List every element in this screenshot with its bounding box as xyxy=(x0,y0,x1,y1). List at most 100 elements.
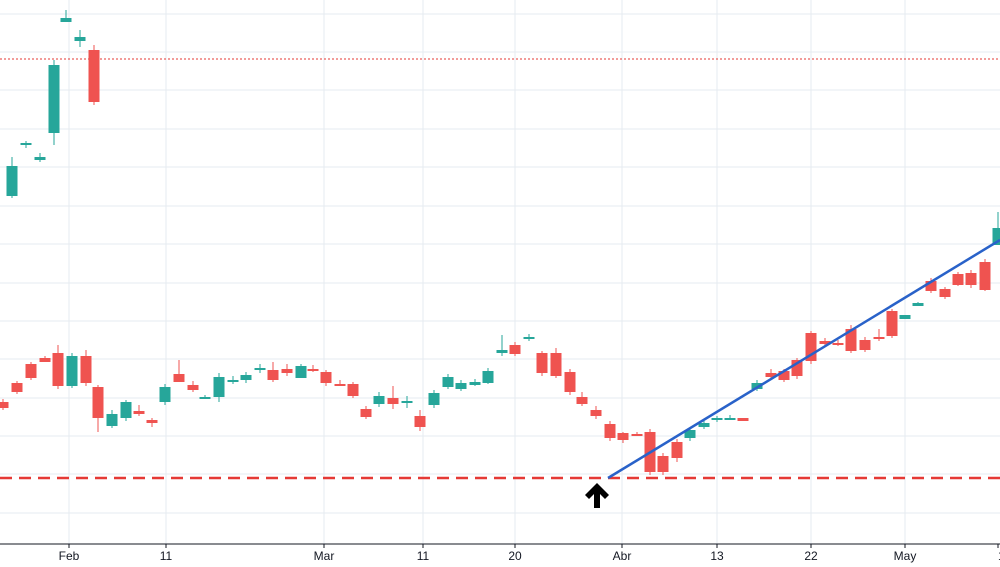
candle[interactable] xyxy=(455,380,467,391)
candle[interactable] xyxy=(912,302,924,306)
candle[interactable] xyxy=(199,395,211,399)
candle[interactable] xyxy=(832,340,844,346)
candle[interactable] xyxy=(536,351,548,376)
candle-body xyxy=(737,418,749,421)
candle[interactable] xyxy=(428,390,440,408)
candle-body xyxy=(899,315,911,319)
candle[interactable] xyxy=(80,350,92,386)
candle[interactable] xyxy=(631,432,643,436)
candle[interactable] xyxy=(401,396,413,408)
candle-body xyxy=(307,369,319,371)
candle[interactable] xyxy=(442,374,454,389)
candle[interactable] xyxy=(617,432,629,443)
candle[interactable] xyxy=(267,362,279,382)
candle[interactable] xyxy=(240,372,252,383)
candle[interactable] xyxy=(979,259,991,291)
candle[interactable] xyxy=(859,337,871,352)
candle[interactable] xyxy=(360,406,372,419)
candle[interactable] xyxy=(11,381,23,394)
candle[interactable] xyxy=(373,392,385,407)
candle-body xyxy=(590,410,602,416)
candle[interactable] xyxy=(254,364,266,373)
candle[interactable] xyxy=(66,353,78,388)
candle[interactable] xyxy=(482,368,494,384)
candle[interactable] xyxy=(523,334,535,341)
candle[interactable] xyxy=(698,420,710,429)
candle-body xyxy=(60,18,72,22)
candle[interactable] xyxy=(25,362,37,380)
candle[interactable] xyxy=(320,370,332,386)
candle[interactable] xyxy=(74,30,86,47)
candle-body xyxy=(778,371,790,380)
candle[interactable] xyxy=(52,345,64,389)
candle[interactable] xyxy=(347,382,359,398)
candle[interactable] xyxy=(60,10,72,22)
candle[interactable] xyxy=(496,335,508,356)
x-tick-label: 1 xyxy=(998,549,1000,563)
x-tick-label: 22 xyxy=(804,549,818,563)
candle[interactable] xyxy=(173,360,185,382)
candle-body xyxy=(254,368,266,370)
candle[interactable] xyxy=(307,365,319,372)
candle[interactable] xyxy=(106,410,118,428)
candle[interactable] xyxy=(576,392,588,406)
candle-body xyxy=(227,380,239,382)
candle[interactable] xyxy=(414,410,426,431)
candle[interactable] xyxy=(133,405,145,416)
candle[interactable] xyxy=(34,153,46,162)
candle[interactable] xyxy=(791,358,803,379)
candle[interactable] xyxy=(590,406,602,419)
x-tick-label: Feb xyxy=(59,549,80,563)
candle[interactable] xyxy=(873,329,885,341)
candle[interactable] xyxy=(120,400,132,421)
candle[interactable] xyxy=(469,379,481,386)
candle[interactable] xyxy=(737,418,749,421)
candle[interactable] xyxy=(146,418,158,427)
candle[interactable] xyxy=(227,376,239,384)
candle[interactable] xyxy=(751,380,763,391)
candle[interactable] xyxy=(20,141,32,148)
candle[interactable] xyxy=(899,315,911,319)
candle[interactable] xyxy=(805,331,817,364)
candle-body xyxy=(442,377,454,387)
candle[interactable] xyxy=(281,364,293,376)
trendline[interactable] xyxy=(607,238,1000,480)
candle-body xyxy=(320,372,332,383)
candle-body xyxy=(832,343,844,345)
candle[interactable] xyxy=(564,369,576,395)
candle[interactable] xyxy=(387,386,399,409)
candle-body xyxy=(886,311,898,336)
candle-body xyxy=(671,442,683,458)
candle-body xyxy=(819,341,831,344)
candle[interactable] xyxy=(886,309,898,338)
candle[interactable] xyxy=(48,60,60,145)
candle[interactable] xyxy=(295,364,307,378)
candle[interactable] xyxy=(604,421,616,441)
candle[interactable] xyxy=(992,212,1000,245)
candle[interactable] xyxy=(92,385,104,432)
candle[interactable] xyxy=(88,45,100,105)
candle[interactable] xyxy=(952,272,964,286)
candle[interactable] xyxy=(965,270,977,288)
candle[interactable] xyxy=(6,157,18,198)
candle[interactable] xyxy=(0,399,9,410)
candle-body xyxy=(698,423,710,427)
candle[interactable] xyxy=(819,338,831,346)
candle[interactable] xyxy=(159,384,171,405)
time-axis[interactable]: Feb 11 Mar 11 20 Abr 13 22 May 1 xyxy=(0,543,1000,563)
candle-body xyxy=(711,418,723,420)
candle[interactable] xyxy=(213,373,225,402)
candle[interactable] xyxy=(657,453,669,475)
candle[interactable] xyxy=(550,348,562,378)
horizontal-levels xyxy=(0,58,1000,480)
candle[interactable] xyxy=(939,287,951,299)
candle[interactable] xyxy=(187,381,199,392)
candle[interactable] xyxy=(39,356,51,362)
candle[interactable] xyxy=(724,415,736,420)
candle[interactable] xyxy=(711,416,723,422)
candle-body xyxy=(509,345,521,354)
candle[interactable] xyxy=(671,439,683,462)
candle[interactable] xyxy=(509,342,521,356)
candle[interactable] xyxy=(334,380,346,386)
